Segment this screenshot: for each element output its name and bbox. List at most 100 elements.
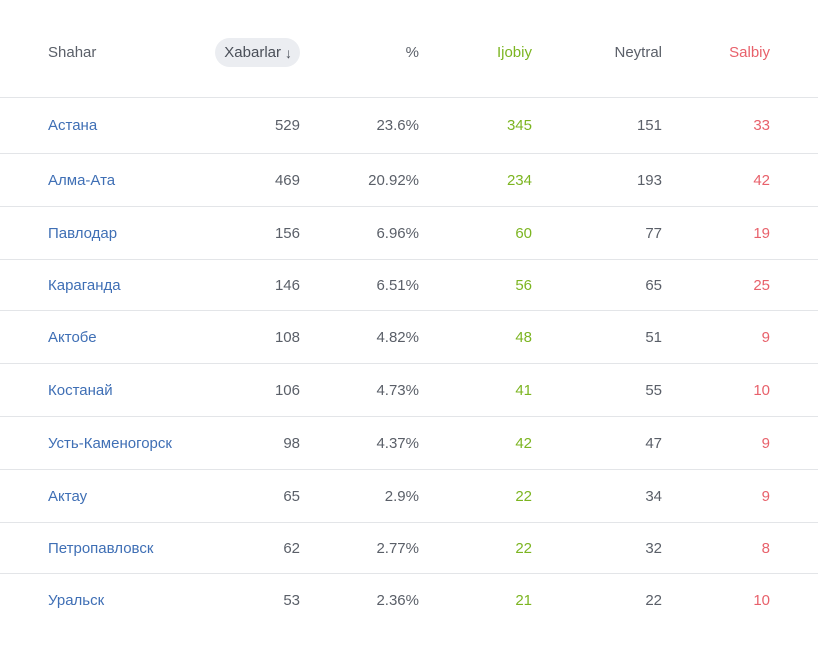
cell-neutral: 22 bbox=[552, 574, 662, 626]
cell-neutral: 77 bbox=[552, 207, 662, 259]
negative-count: 9 bbox=[761, 328, 770, 346]
table-row: Караганда 146 6.51% 56 65 25 bbox=[0, 260, 818, 311]
table-row: Астана 529 23.6% 345 151 33 bbox=[0, 98, 818, 154]
neutral-count: 47 bbox=[645, 434, 662, 452]
negative-count: 10 bbox=[753, 591, 770, 609]
cell-negative: 9 bbox=[660, 311, 770, 363]
cell-positive: 22 bbox=[422, 470, 532, 522]
city-link[interactable]: Костанай bbox=[48, 381, 113, 399]
messages-count: 529 bbox=[274, 117, 300, 134]
messages-count: 62 bbox=[283, 539, 300, 557]
cell-positive: 60 bbox=[422, 207, 532, 259]
positive-count: 60 bbox=[515, 224, 532, 242]
cell-messages: 98 bbox=[190, 417, 300, 469]
negative-count: 33 bbox=[753, 117, 770, 134]
cell-neutral: 47 bbox=[552, 417, 662, 469]
cell-messages: 156 bbox=[190, 207, 300, 259]
positive-count: 22 bbox=[515, 487, 532, 505]
cell-percent: 2.9% bbox=[309, 470, 419, 522]
positive-count: 56 bbox=[515, 276, 532, 294]
column-header-positive-label: Ijobiy bbox=[496, 44, 532, 61]
cell-positive: 21 bbox=[422, 574, 532, 626]
negative-count: 9 bbox=[761, 434, 770, 452]
messages-count: 98 bbox=[283, 434, 300, 452]
sort-messages-button[interactable]: Xabarlar ↓ bbox=[215, 38, 300, 67]
cell-city: Актобе bbox=[48, 311, 268, 363]
neutral-count: 65 bbox=[645, 276, 662, 294]
cell-messages: 62 bbox=[190, 523, 300, 573]
neutral-count: 51 bbox=[645, 328, 662, 346]
cell-negative: 10 bbox=[660, 364, 770, 416]
neutral-count: 55 bbox=[645, 381, 662, 399]
cell-percent: 4.37% bbox=[309, 417, 419, 469]
negative-count: 8 bbox=[761, 539, 770, 557]
positive-count: 41 bbox=[515, 381, 532, 399]
column-header-percent[interactable]: % bbox=[309, 4, 419, 101]
messages-count: 469 bbox=[274, 171, 300, 189]
city-link[interactable]: Актау bbox=[48, 487, 88, 505]
neutral-count: 151 bbox=[636, 117, 662, 134]
cell-neutral: 51 bbox=[552, 311, 662, 363]
cell-city: Петропавловск bbox=[48, 523, 268, 573]
cell-neutral: 151 bbox=[552, 98, 662, 153]
percent-value: 2.77% bbox=[376, 539, 419, 557]
positive-count: 42 bbox=[515, 434, 532, 452]
negative-count: 42 bbox=[753, 171, 770, 189]
city-link[interactable]: Павлодар bbox=[48, 224, 118, 242]
column-header-city[interactable]: Shahar bbox=[48, 4, 268, 101]
positive-count: 48 bbox=[515, 328, 532, 346]
table-row: Костанай 106 4.73% 41 55 10 bbox=[0, 364, 818, 417]
city-link[interactable]: Актобе bbox=[48, 328, 97, 346]
table-row: Павлодар 156 6.96% 60 77 19 bbox=[0, 207, 818, 260]
cell-neutral: 55 bbox=[552, 364, 662, 416]
city-link[interactable]: Астана bbox=[48, 117, 98, 134]
cell-city: Астана bbox=[48, 98, 268, 153]
percent-value: 4.73% bbox=[376, 381, 419, 399]
neutral-count: 32 bbox=[645, 539, 662, 557]
cell-messages: 529 bbox=[190, 98, 300, 153]
cell-neutral: 65 bbox=[552, 260, 662, 310]
positive-count: 234 bbox=[506, 171, 532, 189]
cell-neutral: 32 bbox=[552, 523, 662, 573]
messages-count: 108 bbox=[274, 328, 300, 346]
column-header-messages[interactable]: Xabarlar ↓ bbox=[190, 4, 300, 101]
column-header-neutral[interactable]: Neytral bbox=[552, 4, 662, 101]
negative-count: 9 bbox=[761, 487, 770, 505]
percent-value: 4.37% bbox=[376, 434, 419, 452]
city-link[interactable]: Петропавловск bbox=[48, 539, 154, 557]
arrow-down-icon: ↓ bbox=[285, 44, 292, 61]
negative-count: 25 bbox=[753, 276, 770, 294]
table-header: Shahar Xabarlar ↓ % Ijobiy Neytral Salbi… bbox=[0, 0, 818, 98]
percent-value: 20.92% bbox=[368, 171, 419, 189]
cell-positive: 22 bbox=[422, 523, 532, 573]
cell-city: Актау bbox=[48, 470, 268, 522]
table-row: Уральск 53 2.36% 21 22 10 bbox=[0, 574, 818, 626]
cell-negative: 33 bbox=[660, 98, 770, 153]
percent-value: 2.36% bbox=[376, 591, 419, 609]
cell-messages: 469 bbox=[190, 154, 300, 206]
column-header-city-label: Shahar bbox=[48, 44, 97, 61]
cell-negative: 9 bbox=[660, 417, 770, 469]
cell-neutral: 193 bbox=[552, 154, 662, 206]
cell-percent: 20.92% bbox=[309, 154, 419, 206]
cell-negative: 42 bbox=[660, 154, 770, 206]
cell-positive: 42 bbox=[422, 417, 532, 469]
messages-count: 53 bbox=[283, 591, 300, 609]
city-link[interactable]: Алма-Ата bbox=[48, 171, 116, 189]
cell-messages: 106 bbox=[190, 364, 300, 416]
cell-positive: 234 bbox=[422, 154, 532, 206]
column-header-positive[interactable]: Ijobiy bbox=[422, 4, 532, 101]
cell-percent: 2.77% bbox=[309, 523, 419, 573]
column-header-messages-label: Xabarlar bbox=[224, 44, 281, 61]
city-link[interactable]: Усть-Каменогорск bbox=[48, 434, 172, 452]
neutral-count: 34 bbox=[645, 487, 662, 505]
cell-city: Алма-Ата bbox=[48, 154, 268, 206]
city-link[interactable]: Уральск bbox=[48, 591, 105, 609]
column-header-negative[interactable]: Salbiy bbox=[660, 4, 770, 101]
city-link[interactable]: Караганда bbox=[48, 276, 121, 294]
negative-count: 19 bbox=[753, 224, 770, 242]
table-row: Актобе 108 4.82% 48 51 9 bbox=[0, 311, 818, 364]
table-row: Петропавловск 62 2.77% 22 32 8 bbox=[0, 523, 818, 574]
cell-percent: 6.96% bbox=[309, 207, 419, 259]
messages-count: 65 bbox=[283, 487, 300, 505]
